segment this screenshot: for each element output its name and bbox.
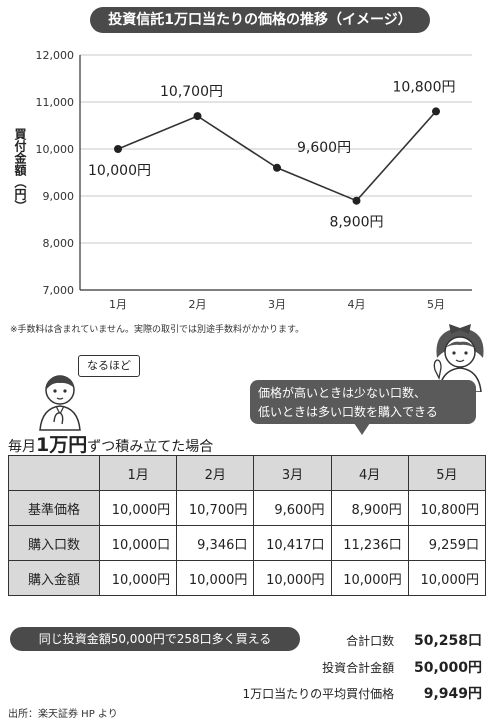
explanation-line-1: 価格が高いときは少ない口数、 bbox=[258, 386, 427, 400]
data-point bbox=[114, 145, 122, 153]
y-tick-label: 8,000 bbox=[43, 237, 75, 250]
monthly-heading-amount: 1万円 bbox=[36, 434, 88, 456]
explanation-line-2: 低いときは多い口数を購入できる bbox=[258, 405, 438, 419]
summary-label: 合計口数 bbox=[346, 634, 395, 648]
explanation-bubble: 価格が高いときは少ない口数、 低いときは多い口数を購入できる bbox=[250, 380, 476, 424]
chart-title: 投資信託1万口当たりの価格の推移（イメージ） bbox=[90, 7, 430, 33]
table-cell: 10,000円 bbox=[253, 560, 332, 596]
table-cell: 10,417口 bbox=[253, 525, 332, 561]
summary-label: 投資合計金額 bbox=[322, 661, 395, 675]
table-corner bbox=[8, 455, 100, 491]
source-note: 出所：楽天証券 HP より bbox=[8, 709, 118, 720]
x-tick-label: 4月 bbox=[348, 298, 366, 311]
data-point bbox=[352, 196, 361, 205]
summary-value: 9,949円 bbox=[423, 686, 482, 702]
table-cell: 9,259口 bbox=[407, 525, 487, 561]
table-header: 2月 bbox=[176, 455, 255, 491]
summary-label: 1万口当たりの平均買付価格 bbox=[242, 687, 395, 701]
summary-total-units: 合計口数 50,258口 bbox=[346, 630, 482, 650]
naruhodo-bubble: なるほど bbox=[78, 355, 140, 377]
data-label: 8,900円 bbox=[329, 215, 383, 231]
y-tick-label: 10,000 bbox=[36, 143, 75, 156]
table-cell: 10,000円 bbox=[407, 560, 487, 596]
table-header: 4月 bbox=[330, 455, 409, 491]
summary-highlight: 同じ投資金額50,000円で258口多く買える bbox=[10, 627, 300, 651]
table-cell: 11,236口 bbox=[330, 525, 409, 561]
table-header: 5月 bbox=[407, 455, 487, 491]
table-row: 購入口数 10,000口 9,346口 10,417口 11,236口 9,25… bbox=[8, 525, 487, 561]
x-tick-label: 3月 bbox=[268, 298, 286, 311]
table-cell: 10,000口 bbox=[98, 525, 178, 561]
data-point bbox=[193, 112, 202, 121]
summary-value: 50,258口 bbox=[413, 633, 482, 649]
data-point bbox=[273, 163, 281, 172]
data-label: 9,600円 bbox=[297, 140, 351, 156]
table-cell: 10,800円 bbox=[407, 490, 487, 526]
table-cell: 10,000円 bbox=[176, 560, 255, 596]
fee-note: ※手数料は含まれていません。実際の取引では別途手数料がかかります。 bbox=[10, 325, 305, 335]
table-cell: 10,000円 bbox=[330, 560, 409, 596]
table-header: 3月 bbox=[253, 455, 332, 491]
monthly-heading-pre: 毎月 bbox=[8, 439, 36, 455]
x-tick-label: 2月 bbox=[189, 298, 207, 311]
table-cell: 9,346口 bbox=[176, 525, 255, 561]
row-label: 基準価格 bbox=[8, 490, 100, 526]
summary-average-price: 1万口当たりの平均買付価格 9,949円 bbox=[243, 683, 482, 703]
row-label: 購入金額 bbox=[8, 560, 100, 596]
data-point bbox=[432, 107, 440, 116]
table-cell: 10,700円 bbox=[176, 490, 255, 526]
summary-total-investment: 投資合計金額 50,000円 bbox=[322, 657, 482, 677]
x-tick-label: 5月 bbox=[427, 298, 445, 311]
table-row: 購入金額 10,000円 10,000円 10,000円 10,000円 10,… bbox=[8, 560, 487, 596]
y-tick-label: 11,000 bbox=[36, 96, 75, 109]
x-tick-label: 1月 bbox=[109, 298, 127, 311]
data-label: 10,800円 bbox=[393, 79, 456, 95]
table-header-row: 1月 2月 3月 4月 5月 bbox=[8, 455, 487, 491]
investment-table: 1月 2月 3月 4月 5月 基準価格 10,000円 10,700円 9,60… bbox=[8, 455, 487, 596]
data-label: 10,700円 bbox=[160, 84, 223, 100]
table-row: 基準価格 10,000円 10,700円 9,600円 8,900円 10,80… bbox=[8, 490, 487, 526]
table-cell: 9,600円 bbox=[253, 490, 332, 526]
table-header: 1月 bbox=[98, 455, 178, 491]
y-axis-label: 買付金額（円） bbox=[13, 128, 27, 212]
table-cell: 10,000円 bbox=[98, 490, 178, 526]
y-tick-label: 12,000 bbox=[36, 49, 75, 62]
monthly-heading-post: ずつ積み立てた場合 bbox=[87, 439, 214, 455]
row-label: 購入口数 bbox=[8, 525, 100, 561]
y-tick-label: 9,000 bbox=[43, 190, 75, 203]
summary-value: 50,000円 bbox=[413, 660, 482, 676]
man-character-icon bbox=[39, 375, 81, 431]
price-line-chart: 7,000 8,000 9,000 10,000 11,000 12,000 1月 2月 3月 4… bbox=[13, 49, 472, 311]
bubble-tail bbox=[354, 423, 370, 435]
table-cell: 10,000円 bbox=[98, 560, 178, 596]
y-tick-label: 7,000 bbox=[43, 284, 75, 297]
monthly-heading: 毎月1万円ずつ積み立てた場合 bbox=[8, 430, 213, 457]
data-label: 10,000円 bbox=[88, 163, 151, 179]
table-cell: 8,900円 bbox=[330, 490, 409, 526]
series-line bbox=[117, 110, 437, 202]
